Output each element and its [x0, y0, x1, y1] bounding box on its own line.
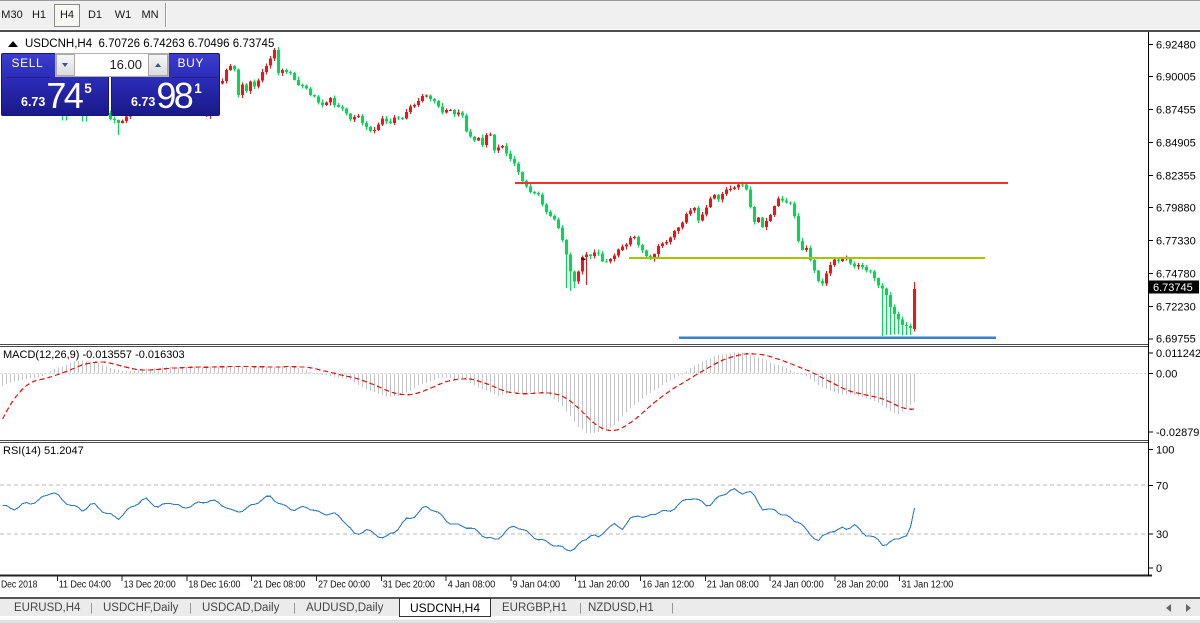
svg-text:21 Dec 08:00: 21 Dec 08:00 — [253, 580, 305, 591]
svg-text:6.77330: 6.77330 — [1156, 236, 1196, 248]
svg-text:5 Dec 2018: 5 Dec 2018 — [0, 580, 38, 591]
svg-text:0: 0 — [1156, 563, 1162, 575]
svg-text:6.92480: 6.92480 — [1156, 39, 1196, 51]
svg-text:11 Jan 20:00: 11 Jan 20:00 — [577, 580, 629, 591]
svg-text:6.90005: 6.90005 — [1156, 71, 1196, 83]
svg-text:6.74780: 6.74780 — [1156, 269, 1196, 281]
svg-text:6.73745: 6.73745 — [1153, 282, 1193, 294]
svg-text:18 Dec 16:00: 18 Dec 16:00 — [188, 580, 240, 591]
svg-text:6.69755: 6.69755 — [1156, 334, 1196, 346]
svg-text:6.72230: 6.72230 — [1156, 302, 1196, 314]
svg-text:30: 30 — [1156, 529, 1168, 541]
svg-text:31 Jan 12:00: 31 Jan 12:00 — [901, 580, 953, 591]
svg-text:4 Jan 08:00: 4 Jan 08:00 — [448, 580, 496, 591]
svg-text:70: 70 — [1156, 480, 1168, 492]
svg-text:24 Jan 00:00: 24 Jan 00:00 — [772, 580, 824, 591]
svg-text:MACD(12,26,9) -0.013557 -0.016: MACD(12,26,9) -0.013557 -0.016303 — [3, 349, 185, 361]
svg-text:9 Jan 04:00: 9 Jan 04:00 — [512, 580, 560, 591]
svg-text:-0.028797: -0.028797 — [1156, 427, 1200, 439]
svg-text:13 Dec 20:00: 13 Dec 20:00 — [124, 580, 176, 591]
svg-text:0.00: 0.00 — [1156, 368, 1177, 380]
svg-text:31 Dec 20:00: 31 Dec 20:00 — [383, 580, 435, 591]
svg-text:16 Jan 12:00: 16 Jan 12:00 — [642, 580, 694, 591]
svg-text:6.84905: 6.84905 — [1156, 137, 1196, 149]
svg-text:100: 100 — [1156, 444, 1174, 456]
svg-text:6.87455: 6.87455 — [1156, 104, 1196, 116]
svg-text:0.011242: 0.011242 — [1156, 348, 1200, 360]
svg-text:RSI(14) 51.2047: RSI(14) 51.2047 — [3, 445, 84, 457]
svg-text:11 Dec 04:00: 11 Dec 04:00 — [59, 580, 111, 591]
svg-text:28 Jan 20:00: 28 Jan 20:00 — [836, 580, 888, 591]
svg-text:6.82355: 6.82355 — [1156, 170, 1196, 182]
svg-text:6.79880: 6.79880 — [1156, 203, 1196, 215]
svg-text:21 Jan 08:00: 21 Jan 08:00 — [707, 580, 759, 591]
svg-text:27 Dec 00:00: 27 Dec 00:00 — [318, 580, 370, 591]
